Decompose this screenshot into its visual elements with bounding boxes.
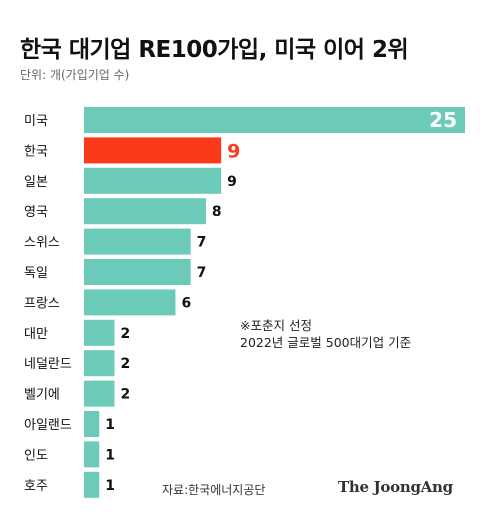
footnote-line-1: ※포춘지 선정 [240,318,312,333]
category-label: 아일랜드 [24,418,72,433]
bar [84,107,465,133]
value-label: 9 [227,140,240,162]
bar [84,137,222,164]
value-label: 6 [181,295,191,311]
category-label: 호주 [24,479,48,494]
category-label: 대만 [24,327,48,342]
value-label: 2 [120,326,130,342]
category-label: 인도 [24,448,48,463]
bar [84,319,115,346]
footnote: ※포춘지 선정 2022년 글로벌 500대기업 기준 [240,317,411,351]
value-label: 7 [197,235,207,251]
value-label: 1 [105,478,115,494]
category-label: 네덜란드 [24,357,72,372]
source-label: 자료:한국에너지공단 [162,483,266,497]
value-label: 8 [212,204,222,220]
category-label: 스위스 [24,236,60,251]
category-label: 프랑스 [24,296,60,311]
chart-title: 한국 대기업 RE100가입, 미국 이어 2위 [20,37,409,63]
category-label: 한국 [24,144,48,159]
value-label: 9 [227,174,237,190]
value-label: 7 [197,265,207,281]
bar [84,198,206,225]
bar [84,228,191,255]
bar [84,411,100,437]
unit-label: 단위: 개(가입기업 수) [20,68,130,82]
bar [84,289,176,316]
category-label: 벨기에 [24,388,60,403]
category-label: 독일 [24,266,48,281]
category-label: 일본 [24,175,48,190]
value-label: 2 [120,387,130,403]
footnote-line-2: 2022년 글로벌 500대기업 기준 [240,335,412,350]
bar [84,167,222,194]
value-label: 1 [105,447,115,463]
category-label: 미국 [24,114,48,129]
bar [84,471,100,498]
value-label: 25 [429,108,457,132]
bar [84,380,115,407]
value-label: 2 [120,356,130,372]
category-label: 영국 [24,205,48,220]
publisher-logo: The JoongAng [338,478,453,496]
bar [84,259,191,285]
value-label: 1 [105,417,115,433]
bar [84,441,100,468]
bar [84,350,115,377]
